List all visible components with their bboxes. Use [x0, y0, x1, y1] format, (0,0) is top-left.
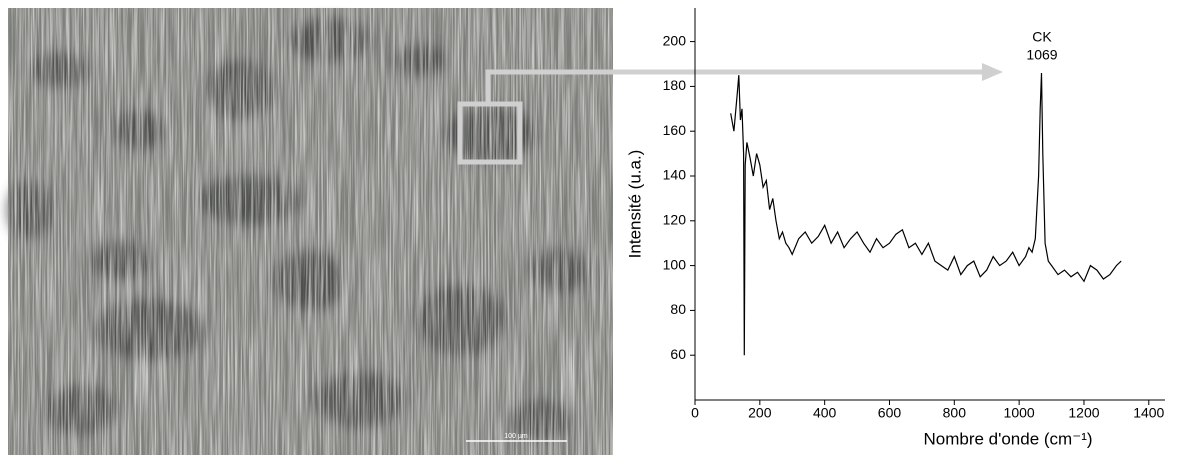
- x-tick-label: 1400: [1133, 405, 1164, 421]
- x-tick-label: 400: [813, 405, 837, 421]
- annotation: CK: [1032, 29, 1052, 45]
- x-tick-label: 800: [943, 405, 967, 421]
- micrograph: 100 µm: [8, 8, 613, 455]
- y-tick-label: 180: [663, 77, 687, 93]
- y-tick-label: 160: [663, 122, 687, 138]
- y-tick-label: 100: [663, 256, 687, 272]
- y-tick-label: 120: [663, 212, 687, 228]
- x-tick-label: 200: [748, 405, 772, 421]
- callout-arrow: [485, 63, 1003, 102]
- y-tick-label: 200: [663, 32, 687, 48]
- spectrum-line: [730, 72, 1122, 356]
- y-tick-label: 140: [663, 167, 687, 183]
- x-tick-label: 1200: [1068, 405, 1099, 421]
- x-axis-label: Nombre d'onde (cm⁻¹): [923, 429, 1092, 448]
- x-tick-label: 0: [691, 405, 699, 421]
- y-tick-label: 80: [670, 301, 686, 317]
- y-axis-label: Intensité (u.a.): [625, 150, 644, 259]
- x-tick-label: 600: [878, 405, 902, 421]
- y-tick-label: 60: [670, 346, 686, 362]
- scale-bar-label: 100 µm: [504, 433, 528, 440]
- x-tick-label: 1000: [1004, 405, 1035, 421]
- annotation: 1069: [1026, 47, 1057, 63]
